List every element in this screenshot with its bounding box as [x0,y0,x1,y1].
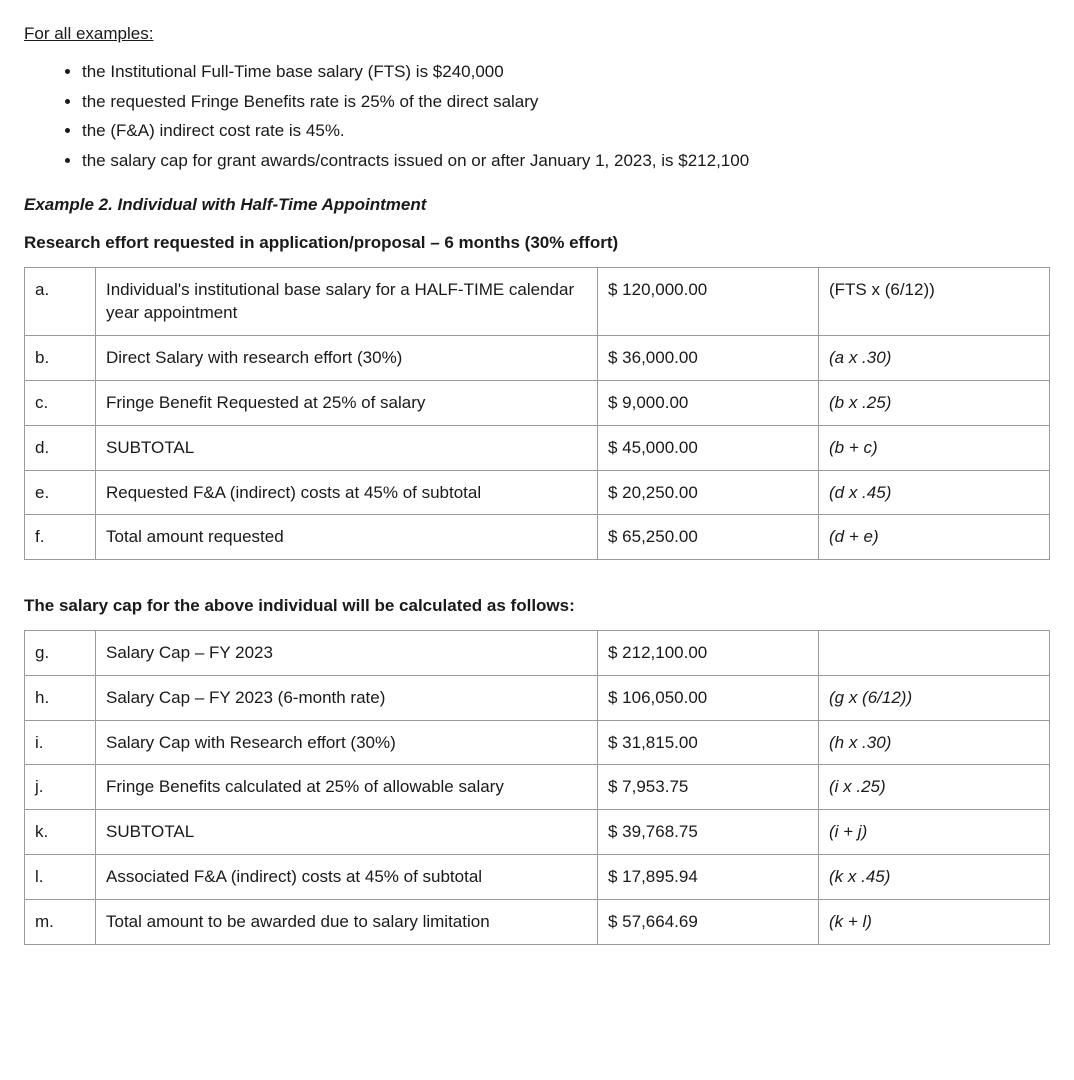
row-id: b. [25,336,96,381]
row-id: e. [25,470,96,515]
row-amount: $ 31,815.00 [598,720,819,765]
assumption-item: the requested Fringe Benefits rate is 25… [82,90,1050,114]
row-desc: Total amount to be awarded due to salary… [96,899,598,944]
table-row: k. SUBTOTAL $ 39,768.75 (i + j) [25,810,1050,855]
row-amount: $ 20,250.00 [598,470,819,515]
row-formula: (b x .25) [819,380,1050,425]
row-amount: $ 106,050.00 [598,675,819,720]
assumption-item: the Institutional Full-Time base salary … [82,60,1050,84]
table-row: b. Direct Salary with research effort (3… [25,336,1050,381]
salary-cap-table: g. Salary Cap – FY 2023 $ 212,100.00 h. … [24,630,1050,945]
row-desc: Requested F&A (indirect) costs at 45% of… [96,470,598,515]
row-formula: (k x .45) [819,854,1050,899]
row-desc: Salary Cap – FY 2023 [96,630,598,675]
row-id: m. [25,899,96,944]
row-id: l. [25,854,96,899]
row-formula: (i + j) [819,810,1050,855]
row-id: g. [25,630,96,675]
table-row: f. Total amount requested $ 65,250.00 (d… [25,515,1050,560]
row-amount: $ 7,953.75 [598,765,819,810]
row-amount: $ 9,000.00 [598,380,819,425]
row-amount: $ 36,000.00 [598,336,819,381]
row-amount: $ 39,768.75 [598,810,819,855]
row-formula: (d + e) [819,515,1050,560]
row-amount: $ 65,250.00 [598,515,819,560]
row-id: j. [25,765,96,810]
table-row: a. Individual's institutional base salar… [25,267,1050,336]
research-effort-heading: Research effort requested in application… [24,231,1050,255]
intro-heading: For all examples: [24,22,1050,46]
requested-amount-table: a. Individual's institutional base salar… [24,267,1050,561]
row-id: d. [25,425,96,470]
row-id: k. [25,810,96,855]
row-formula: (a x .30) [819,336,1050,381]
row-id: a. [25,267,96,336]
row-formula: (h x .30) [819,720,1050,765]
table-row: d. SUBTOTAL $ 45,000.00 (b + c) [25,425,1050,470]
row-id: h. [25,675,96,720]
row-amount: $ 212,100.00 [598,630,819,675]
table-row: e. Requested F&A (indirect) costs at 45%… [25,470,1050,515]
table-row: h. Salary Cap – FY 2023 (6-month rate) $… [25,675,1050,720]
row-id: i. [25,720,96,765]
row-desc: SUBTOTAL [96,810,598,855]
row-desc: Salary Cap – FY 2023 (6-month rate) [96,675,598,720]
example-title: Example 2. Individual with Half-Time App… [24,193,1050,217]
assumptions-list: the Institutional Full-Time base salary … [24,60,1050,173]
row-amount: $ 17,895.94 [598,854,819,899]
row-formula: (b + c) [819,425,1050,470]
table-row: g. Salary Cap – FY 2023 $ 212,100.00 [25,630,1050,675]
row-formula: (d x .45) [819,470,1050,515]
row-amount: $ 45,000.00 [598,425,819,470]
salary-cap-heading: The salary cap for the above individual … [24,594,1050,618]
row-formula [819,630,1050,675]
row-desc: SUBTOTAL [96,425,598,470]
table-row: c. Fringe Benefit Requested at 25% of sa… [25,380,1050,425]
row-desc: Direct Salary with research effort (30%) [96,336,598,381]
assumption-item: the salary cap for grant awards/contract… [82,149,1050,173]
row-desc: Fringe Benefits calculated at 25% of all… [96,765,598,810]
row-id: c. [25,380,96,425]
table-row: l. Associated F&A (indirect) costs at 45… [25,854,1050,899]
row-desc: Fringe Benefit Requested at 25% of salar… [96,380,598,425]
row-formula: (FTS x (6/12)) [819,267,1050,336]
row-formula: (i x .25) [819,765,1050,810]
row-desc: Total amount requested [96,515,598,560]
row-id: f. [25,515,96,560]
row-desc: Associated F&A (indirect) costs at 45% o… [96,854,598,899]
table-row: i. Salary Cap with Research effort (30%)… [25,720,1050,765]
row-amount: $ 57,664.69 [598,899,819,944]
row-formula: (k + l) [819,899,1050,944]
table-row: j. Fringe Benefits calculated at 25% of … [25,765,1050,810]
table-row: m. Total amount to be awarded due to sal… [25,899,1050,944]
assumption-item: the (F&A) indirect cost rate is 45%. [82,119,1050,143]
row-desc: Individual's institutional base salary f… [96,267,598,336]
row-desc: Salary Cap with Research effort (30%) [96,720,598,765]
row-amount: $ 120,000.00 [598,267,819,336]
row-formula: (g x (6/12)) [819,675,1050,720]
